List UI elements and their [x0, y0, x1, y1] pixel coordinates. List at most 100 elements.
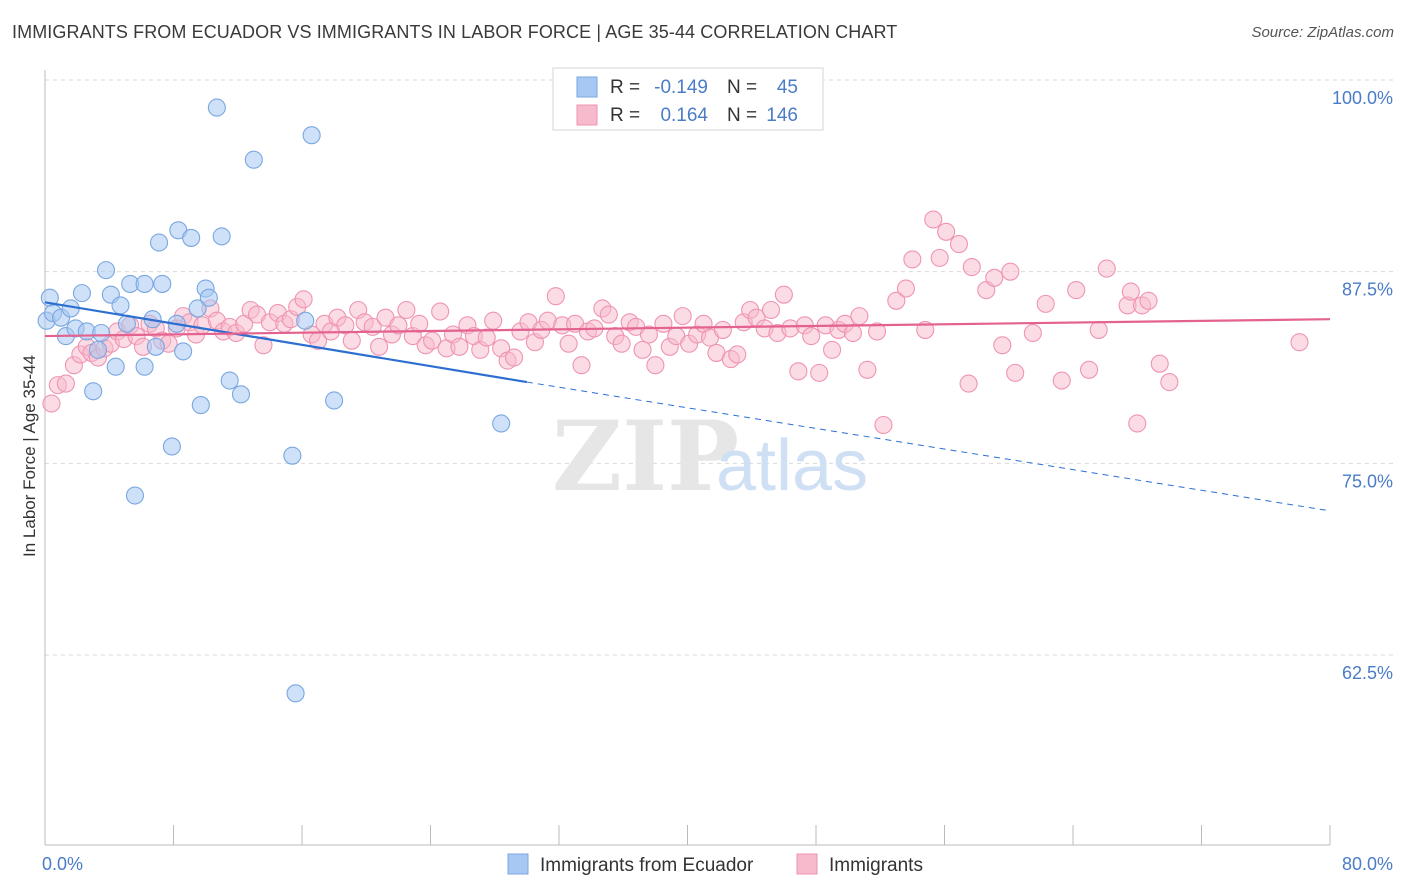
data-point-ecuador	[199, 288, 218, 307]
data-point-immigrants	[546, 287, 565, 306]
data-point-immigrants	[896, 279, 916, 298]
data-point-immigrants	[654, 314, 673, 333]
data-point-immigrants	[949, 235, 969, 254]
data-point-ecuador	[146, 337, 165, 356]
data-point-immigrants	[639, 325, 659, 344]
data-point-immigrants	[1290, 333, 1309, 352]
data-point-immigrants	[802, 327, 821, 346]
series-legend: Immigrants from Ecuador Immigrants	[507, 853, 923, 876]
data-point-ecuador	[111, 296, 130, 315]
data-point-immigrants	[599, 305, 618, 324]
data-point-immigrants	[572, 356, 591, 375]
grid-lines	[45, 79, 1395, 656]
legend-swatch	[796, 853, 818, 875]
correlation-legend: R = -0.149 N = 45 R = 0.164 N = 146	[552, 67, 824, 131]
data-point-immigrants	[410, 314, 429, 333]
trend-line-immigrants	[44, 318, 1331, 338]
data-point-immigrants	[930, 248, 949, 267]
data-point-immigrants	[1121, 282, 1140, 301]
data-point-immigrants	[673, 307, 692, 326]
data-point-immigrants	[887, 291, 906, 310]
series-immigrants-points	[42, 210, 1309, 435]
data-point-immigrants	[1150, 354, 1169, 373]
data-point-immigrants	[843, 323, 862, 343]
data-point-immigrants	[916, 320, 935, 339]
x-tick-labels: 0.0% 80.0%	[42, 854, 1393, 874]
data-point-immigrants	[504, 348, 524, 367]
data-point-immigrants	[1128, 414, 1147, 433]
data-point-ecuador	[283, 446, 302, 465]
axes	[44, 70, 1331, 846]
legend-label: Immigrants	[829, 855, 923, 876]
y-tick-label: 75.0%	[1342, 471, 1393, 491]
data-point-immigrants	[559, 334, 578, 353]
source-label: Source: ZipAtlas.com	[1251, 24, 1394, 41]
data-point-immigrants	[1067, 281, 1086, 300]
legend-box	[552, 67, 824, 131]
data-point-immigrants	[423, 331, 442, 350]
y-axis-label: In Labor Force | Age 35-44	[20, 355, 39, 557]
data-point-immigrants	[962, 258, 981, 277]
data-point-immigrants	[336, 316, 355, 335]
legend-swatch-ecuador	[576, 76, 598, 98]
data-point-ecuador	[220, 371, 239, 390]
data-point-ecuador	[231, 385, 251, 404]
data-point-ecuador	[182, 228, 201, 247]
data-point-ecuador	[72, 284, 91, 303]
trend-line-ecuador-extension	[526, 381, 1331, 512]
legend-r-value: 0.164	[660, 105, 708, 126]
data-point-ecuador	[135, 357, 154, 376]
data-point-immigrants	[612, 334, 631, 353]
data-point-ecuador	[96, 261, 116, 280]
y-tick-label: 62.5%	[1342, 663, 1393, 683]
data-point-immigrants	[1139, 291, 1158, 310]
legend-n-label: N =	[727, 105, 757, 126]
data-point-immigrants	[728, 345, 747, 364]
series-ecuador-points	[37, 98, 511, 703]
data-point-ecuador	[162, 437, 181, 456]
data-point-immigrants	[397, 300, 416, 320]
data-point-immigrants	[484, 311, 503, 330]
data-point-immigrants	[450, 337, 469, 356]
data-point-immigrants	[1089, 320, 1108, 339]
data-point-ecuador	[212, 227, 231, 246]
data-point-ecuador	[92, 323, 111, 343]
legend-n-label: N =	[727, 77, 757, 98]
data-point-immigrants	[1001, 262, 1020, 281]
data-point-immigrants	[959, 374, 978, 393]
x-tick-label-max: 80.0%	[1342, 854, 1393, 874]
legend-n-value: 45	[777, 77, 798, 98]
data-point-immigrants	[810, 363, 829, 382]
data-point-immigrants	[370, 337, 389, 356]
data-point-ecuador	[207, 98, 226, 117]
data-point-ecuador	[174, 342, 193, 361]
data-point-immigrants	[1006, 363, 1025, 382]
data-point-ecuador	[135, 274, 154, 293]
legend-swatch	[507, 853, 529, 875]
data-point-immigrants	[823, 340, 842, 359]
legend-r-label: R =	[610, 77, 640, 98]
data-point-immigrants	[477, 328, 496, 347]
data-point-immigrants	[1097, 259, 1116, 278]
trend-lines	[44, 301, 1331, 512]
data-point-immigrants	[985, 268, 1004, 287]
data-point-ecuador	[88, 340, 108, 359]
data-point-ecuador	[188, 299, 207, 318]
data-point-ecuador	[84, 382, 103, 401]
data-point-ecuador	[325, 391, 344, 410]
data-point-immigrants	[858, 360, 877, 379]
watermark-zip: ZIP	[552, 400, 739, 513]
watermark-atlas: atlas	[716, 426, 868, 506]
data-point-ecuador	[492, 414, 511, 433]
legend-r-value: -0.149	[654, 77, 708, 98]
x-tick-label-min: 0.0%	[42, 854, 83, 874]
data-point-immigrants	[924, 210, 943, 229]
data-point-immigrants	[431, 302, 450, 321]
data-point-ecuador	[191, 396, 210, 415]
data-point-immigrants	[633, 340, 652, 359]
data-point-immigrants	[42, 394, 61, 413]
data-point-immigrants	[937, 222, 956, 241]
data-point-ecuador	[302, 126, 321, 145]
data-point-immigrants	[774, 285, 793, 304]
